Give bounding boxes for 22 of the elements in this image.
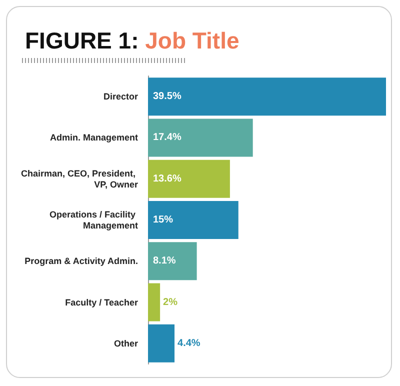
bar xyxy=(148,242,197,280)
y-tick-label: Program & Activity Admin. xyxy=(24,256,138,266)
data-label: 4.4% xyxy=(178,338,200,349)
chart-title: FIGURE 1: Job Title xyxy=(25,28,240,54)
y-tick-label: Director xyxy=(103,92,138,102)
bar xyxy=(148,78,386,116)
data-label: 39.5% xyxy=(153,91,182,102)
y-tick-label: Faculty / Teacher xyxy=(65,297,138,308)
y-tick-label: Chairman, CEO, President, VP, Owner xyxy=(20,168,138,190)
y-tick-label: Admin. Management xyxy=(50,132,138,143)
bar xyxy=(148,283,160,322)
bar xyxy=(148,160,230,198)
y-tick-label: Other xyxy=(114,338,138,348)
y-tick-label: Operations / Facility Management xyxy=(49,210,138,230)
data-label: 2% xyxy=(163,296,178,308)
bar xyxy=(148,201,238,239)
data-label: 13.6% xyxy=(153,173,182,184)
bar xyxy=(148,118,253,157)
data-label: 8.1% xyxy=(153,256,176,267)
bar xyxy=(148,324,175,362)
data-label: 15% xyxy=(153,214,174,226)
data-label: 17.4% xyxy=(153,132,182,144)
